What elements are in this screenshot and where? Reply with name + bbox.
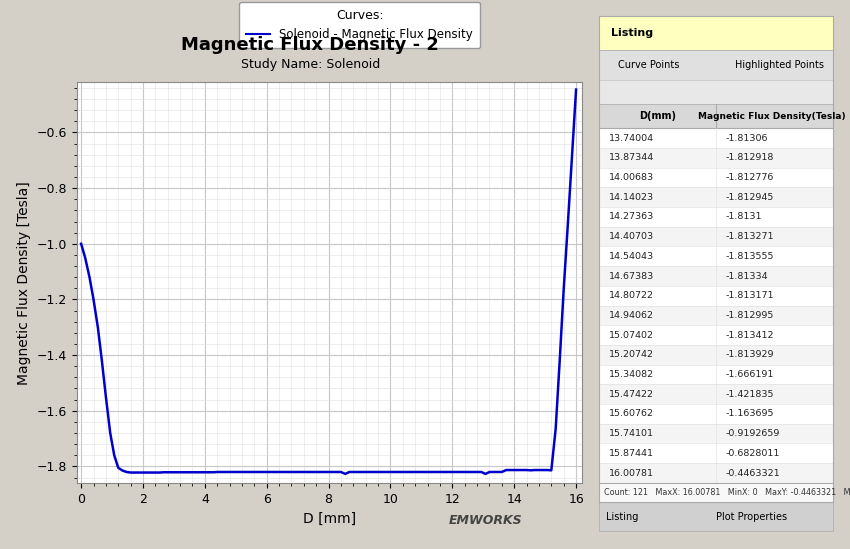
Text: Study Name: Solenoid: Study Name: Solenoid [241,58,380,71]
Text: Magnetic Flux Density - 2: Magnetic Flux Density - 2 [181,36,439,54]
X-axis label: D [mm]: D [mm] [303,512,356,525]
Bar [599,365,833,384]
Text: Magnetic Flux Density(Tesla): Magnetic Flux Density(Tesla) [699,111,846,121]
Text: -1.812776: -1.812776 [725,173,774,182]
Bar [599,463,833,483]
Bar [599,306,833,325]
Text: 14.40703: 14.40703 [609,232,654,241]
Text: 14.67383: 14.67383 [609,272,654,281]
Bar [599,404,833,424]
Text: 15.20742: 15.20742 [609,350,654,360]
Text: 14.14023: 14.14023 [609,193,654,201]
Text: Highlighted Points: Highlighted Points [734,60,824,70]
Bar [599,167,833,187]
Text: -1.421835: -1.421835 [725,390,774,399]
Text: -1.813271: -1.813271 [725,232,774,241]
Text: -1.812995: -1.812995 [725,311,774,320]
Bar [599,148,833,167]
Bar [599,345,833,365]
Bar [599,187,833,207]
Text: 15.47422: 15.47422 [609,390,654,399]
Text: -1.81334: -1.81334 [725,272,768,281]
Bar [599,51,833,80]
Text: -1.81306: -1.81306 [725,133,768,143]
Text: 14.00683: 14.00683 [609,173,654,182]
Text: -1.8131: -1.8131 [725,212,762,221]
Text: 14.27363: 14.27363 [609,212,654,221]
Bar [599,444,833,463]
Text: D(mm): D(mm) [639,111,677,121]
Bar [599,16,833,51]
Text: -1.813555: -1.813555 [725,252,774,261]
Y-axis label: Magnetic Flux Density [Tesla]: Magnetic Flux Density [Tesla] [17,181,31,385]
Text: Listing: Listing [606,512,639,522]
Text: -1.813929: -1.813929 [725,350,774,360]
Text: EMWORKS: EMWORKS [449,514,523,527]
Text: -0.6828011: -0.6828011 [725,449,779,458]
Text: 13.87344: 13.87344 [609,153,654,163]
Bar [599,104,833,128]
Text: 16.00781: 16.00781 [609,468,654,478]
Bar [599,384,833,404]
Bar [599,207,833,227]
Text: 14.94062: 14.94062 [609,311,654,320]
Text: -0.9192659: -0.9192659 [725,429,779,438]
Text: Curve Points: Curve Points [618,60,679,70]
Text: -1.813412: -1.813412 [725,330,774,340]
Legend: Solenoid - Magnetic Flux Density: Solenoid - Magnetic Flux Density [239,2,480,48]
Text: 14.54043: 14.54043 [609,252,654,261]
Bar [599,286,833,306]
Text: 15.34082: 15.34082 [609,370,654,379]
Text: -1.812945: -1.812945 [725,193,774,201]
Text: 13.74004: 13.74004 [609,133,654,143]
Text: -0.4463321: -0.4463321 [725,468,780,478]
Bar [599,325,833,345]
Text: 15.07402: 15.07402 [609,330,654,340]
Text: -1.813171: -1.813171 [725,291,774,300]
Text: Count: 121   MaxX: 16.00781   MinX: 0   MaxY: -0.4463321   MinY: -1.827024: Count: 121 MaxX: 16.00781 MinX: 0 MaxY: … [604,488,850,497]
Text: 15.74101: 15.74101 [609,429,654,438]
Text: 15.60762: 15.60762 [609,410,654,418]
Bar [599,128,833,148]
Bar [599,424,833,444]
Text: -1.666191: -1.666191 [725,370,774,379]
Text: -1.163695: -1.163695 [725,410,774,418]
Text: Listing: Listing [611,29,653,38]
Text: 14.80722: 14.80722 [609,291,654,300]
Bar [599,247,833,266]
Text: -1.812918: -1.812918 [725,153,774,163]
Text: 15.87441: 15.87441 [609,449,654,458]
Bar [599,227,833,247]
Bar [599,266,833,286]
Bar [599,80,833,104]
Text: Plot Properties: Plot Properties [716,512,787,522]
Bar [599,502,833,531]
